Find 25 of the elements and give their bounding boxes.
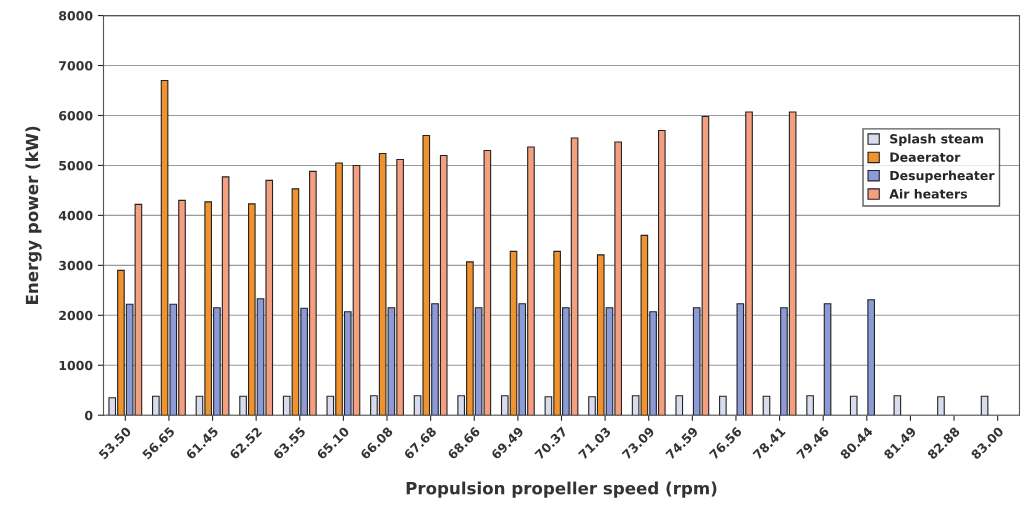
y-tick-label: 7000 <box>59 61 93 71</box>
bar <box>806 395 814 416</box>
y-tick-label: 8000 <box>59 11 93 21</box>
bar <box>849 395 858 416</box>
legend-label: Splash steam <box>890 133 983 146</box>
bar <box>675 395 684 416</box>
x-axis-title: Propulsion propeller speed (rpm) <box>406 481 717 498</box>
y-tick-label: 1000 <box>59 360 93 371</box>
bar <box>867 299 876 416</box>
bar <box>719 395 727 416</box>
bar <box>762 395 771 416</box>
legend-label: Deaerator <box>890 152 961 162</box>
y-tick-label: 4000 <box>58 210 93 221</box>
bar <box>893 395 902 416</box>
bar <box>937 396 945 416</box>
y-tick-label: 0 <box>84 410 93 421</box>
legend-label: Air heaters <box>889 188 968 199</box>
legend-label: Desuperheater <box>890 170 995 183</box>
y-tick-label: 3000 <box>59 260 93 271</box>
y-tick-label: 6000 <box>59 110 93 121</box>
y-axis-title: Energy power (kW) <box>25 126 42 304</box>
bar <box>823 303 832 416</box>
y-tick-label: 5000 <box>59 160 93 171</box>
y-tick-label: 2000 <box>59 310 93 321</box>
bar <box>980 395 989 416</box>
